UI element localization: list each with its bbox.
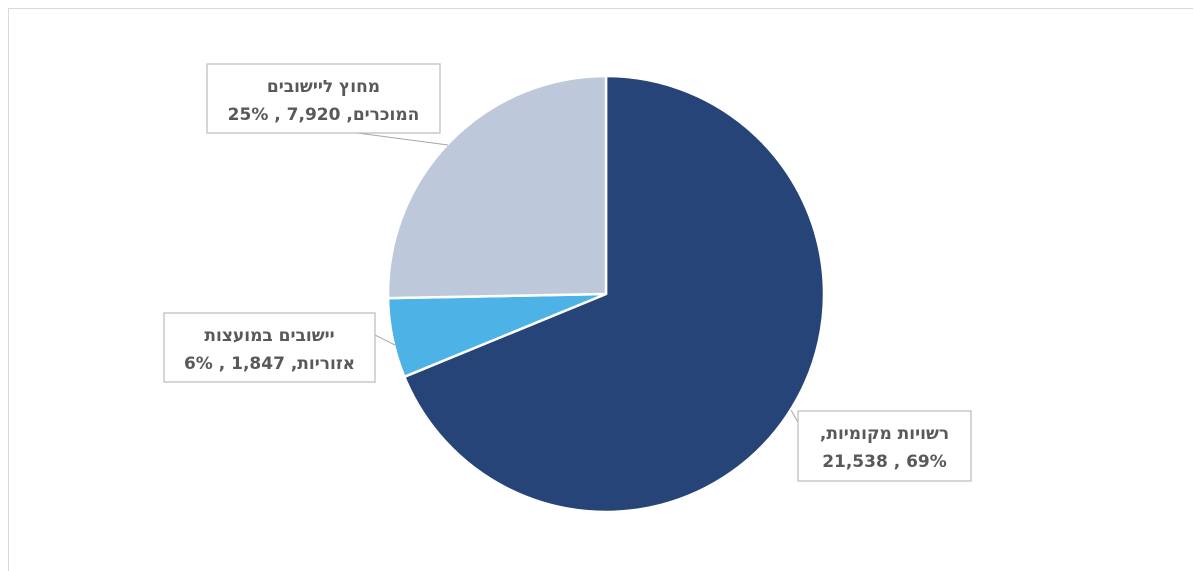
data-label-box-2 bbox=[163, 312, 376, 383]
data-label-line2-3: המוכרים, 7,920 , 25% bbox=[228, 105, 420, 125]
label-leader-line-3 bbox=[356, 132, 449, 146]
pie-labels: רשויות מקומיות, 69% , 21,538 יישובים במועצ… bbox=[163, 63, 972, 482]
data-label-line1-3: מחוץ ליישובים bbox=[267, 77, 380, 97]
data-label-line2-1: 69% , 21,538 bbox=[822, 452, 947, 472]
data-label-line1-2: יישובים במועצות bbox=[204, 326, 334, 346]
pie-slices bbox=[386, 74, 826, 514]
chart-frame bbox=[8, 8, 1193, 571]
data-label-box-1 bbox=[797, 410, 972, 482]
data-label-line2-2: אזוריות, 1,847 , 6% bbox=[184, 354, 355, 374]
data-label-box-3 bbox=[206, 63, 441, 134]
pie-slice-3 bbox=[386, 74, 608, 300]
pie-slice-1 bbox=[403, 74, 826, 514]
label-leader-line-2 bbox=[374, 334, 396, 346]
data-label-line1-1: רשויות מקומיות, bbox=[820, 424, 949, 444]
